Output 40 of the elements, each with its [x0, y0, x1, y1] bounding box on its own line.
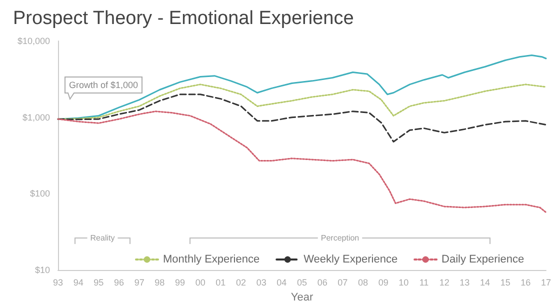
line-series — [57, 94, 547, 142]
x-tick-label: 97 — [134, 278, 144, 288]
annotation: Reality — [90, 234, 115, 242]
x-tick-label: 04 — [276, 278, 287, 288]
x-tick-label: 98 — [154, 278, 165, 288]
chart-title: Prospect Theory - Emotional Experience — [13, 8, 354, 29]
line-series — [57, 110, 547, 214]
x-tick-label: 02 — [236, 278, 246, 288]
legend-label: Daily Experience — [442, 254, 524, 266]
x-tick-label: 99 — [174, 278, 186, 288]
x-tick-label: 05 — [296, 278, 308, 288]
y-tick-label: $10 — [34, 265, 50, 276]
y-tick-label: $10,000 — [17, 36, 50, 46]
annotation: Growth of $1,000 — [69, 80, 138, 90]
legend-label: Monthly Experience — [163, 254, 260, 266]
x-tick-label: 00 — [195, 278, 206, 288]
x-tick-label: 15 — [500, 278, 510, 288]
x-axis-title: Year — [290, 292, 314, 304]
x-tick-label: 94 — [73, 278, 84, 288]
annotation: Perception — [320, 234, 360, 242]
x-tick-label: 93 — [52, 278, 64, 288]
x-tick-label: 14 — [480, 278, 490, 288]
x-tick-label: 95 — [94, 278, 104, 288]
y-tick-label: $1,000 — [22, 112, 50, 122]
x-tick-label: 03 — [256, 278, 266, 288]
x-tick-label: 06 — [317, 278, 328, 288]
x-tick-label: 17 — [540, 278, 551, 288]
x-tick-label: 07 — [338, 278, 348, 288]
x-tick-label: 96 — [114, 278, 124, 288]
line-series — [57, 54, 547, 120]
y-tick-label: $100 — [30, 188, 50, 199]
x-tick-label: 09 — [378, 278, 388, 288]
x-tick-label: 11 — [419, 278, 429, 288]
x-tick-label: 16 — [520, 278, 531, 288]
x-tick-label: 12 — [439, 278, 450, 288]
x-tick-label: 08 — [358, 278, 368, 288]
x-tick-label: 13 — [460, 278, 470, 288]
x-tick-label: 01 — [216, 278, 226, 288]
legend-label: Weekly Experience — [304, 254, 398, 266]
x-tick-label: 10 — [398, 278, 409, 288]
